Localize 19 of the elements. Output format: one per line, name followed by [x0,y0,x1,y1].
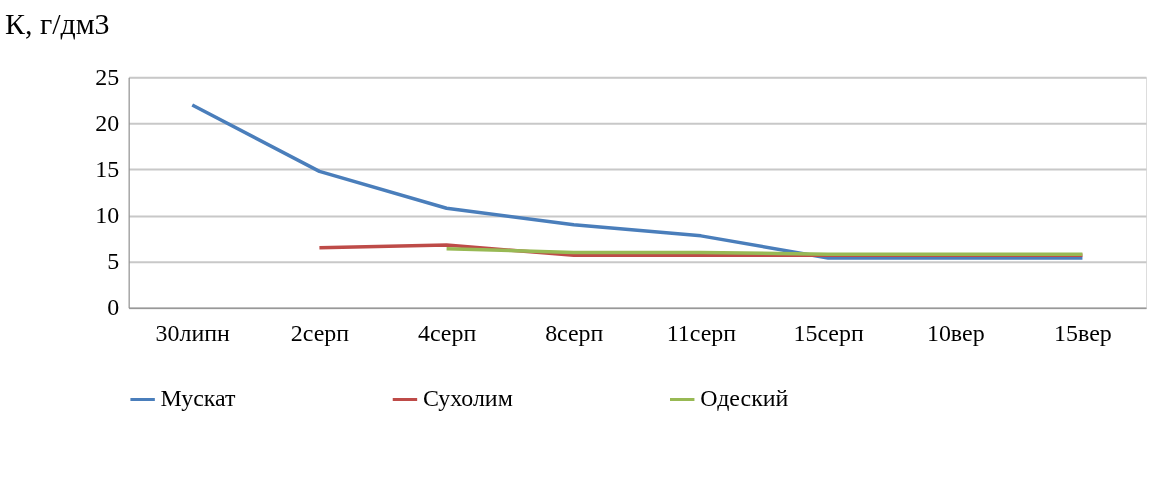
chart-title: К, г/дм3 [4,7,110,41]
x-tick-label: 8серп [545,320,604,347]
x-tick-label: 4серп [417,320,477,347]
x-tick-label: 15вер [1054,320,1112,347]
x-tick-label: 11серп [666,320,737,347]
legend-label: Одеский [700,385,789,412]
y-tick-label: 25 [95,63,120,90]
y-tick-label: 0 [107,294,120,321]
y-tick-label: 10 [95,202,120,229]
x-tick-label: 2серп [290,320,350,347]
y-tick-label: 5 [107,248,120,275]
legend-label: Мускат [160,385,237,412]
y-tick-label: 15 [95,155,120,182]
y-tick-label: 20 [95,109,120,136]
line-series [190,103,1085,260]
x-tick-label: 10вер [926,320,985,347]
x-tick-label: 30липн [155,320,231,347]
x-tick-label: 15серп [793,320,864,347]
legend-label: Сухолим [422,385,513,412]
